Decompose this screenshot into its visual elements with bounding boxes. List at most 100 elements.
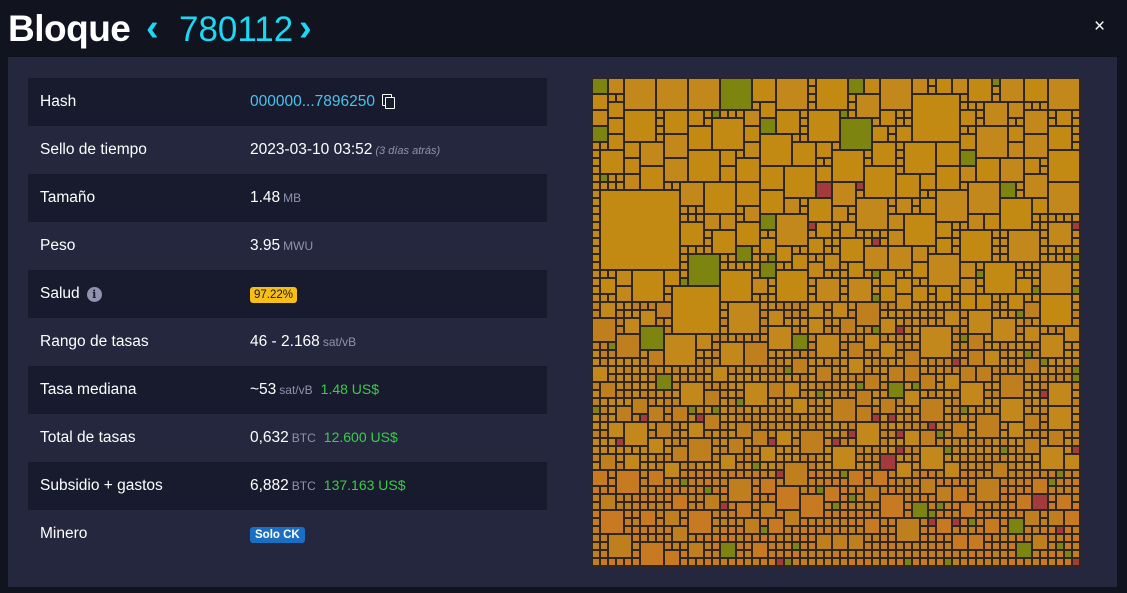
transaction-tile[interactable] (713, 111, 719, 117)
transaction-tile[interactable] (889, 215, 903, 229)
transaction-tile[interactable] (953, 535, 967, 549)
transaction-tile[interactable] (913, 343, 919, 349)
transaction-tile[interactable] (601, 439, 607, 445)
transaction-tile[interactable] (1009, 231, 1039, 261)
transaction-tile[interactable] (897, 111, 903, 117)
transaction-tile[interactable] (969, 479, 975, 485)
transaction-tile[interactable] (785, 319, 791, 325)
transaction-tile[interactable] (1025, 455, 1031, 461)
transaction-tile[interactable] (865, 463, 871, 469)
transaction-tile[interactable] (649, 431, 655, 437)
transaction-tile[interactable] (769, 383, 783, 397)
transaction-tile[interactable] (961, 439, 967, 445)
transaction-tile[interactable] (1073, 279, 1079, 285)
transaction-tile[interactable] (1025, 527, 1031, 533)
transaction-tile[interactable] (921, 495, 927, 501)
transaction-tile[interactable] (705, 407, 711, 413)
transaction-tile[interactable] (889, 471, 895, 477)
transaction-tile[interactable] (761, 527, 767, 533)
transaction-tile[interactable] (705, 535, 711, 541)
transaction-tile[interactable] (905, 511, 911, 517)
transaction-tile[interactable] (793, 415, 799, 421)
transaction-tile[interactable] (897, 407, 903, 413)
transaction-tile[interactable] (1001, 431, 1007, 437)
transaction-tile[interactable] (641, 527, 647, 533)
transaction-tile[interactable] (849, 391, 855, 397)
transaction-tile[interactable] (905, 351, 919, 365)
transaction-tile[interactable] (737, 183, 759, 205)
transaction-tile[interactable] (969, 495, 975, 501)
transaction-tile[interactable] (761, 319, 767, 325)
transaction-tile[interactable] (929, 255, 959, 285)
transaction-tile[interactable] (1073, 263, 1079, 269)
transaction-tile[interactable] (801, 207, 807, 213)
transaction-tile[interactable] (761, 167, 783, 189)
transaction-tile[interactable] (593, 199, 599, 205)
transaction-tile[interactable] (1025, 271, 1031, 277)
transaction-tile[interactable] (1073, 399, 1079, 405)
transaction-tile[interactable] (737, 519, 743, 525)
transaction-tile[interactable] (897, 143, 903, 149)
transaction-tile[interactable] (737, 559, 743, 565)
transaction-tile[interactable] (1057, 487, 1063, 493)
transaction-tile[interactable] (761, 415, 767, 421)
transaction-tile[interactable] (721, 471, 727, 477)
transaction-tile[interactable] (793, 455, 799, 461)
transaction-tile[interactable] (977, 127, 1007, 157)
transaction-tile[interactable] (825, 415, 831, 421)
transaction-tile[interactable] (745, 535, 751, 541)
transaction-tile[interactable] (761, 495, 767, 501)
transaction-tile[interactable] (1001, 511, 1007, 517)
transaction-tile[interactable] (825, 359, 831, 365)
transaction-tile[interactable] (817, 383, 823, 389)
transaction-tile[interactable] (737, 263, 743, 269)
transaction-tile[interactable] (817, 183, 831, 197)
transaction-tile[interactable] (681, 471, 687, 477)
transaction-tile[interactable] (977, 511, 983, 517)
transaction-tile[interactable] (601, 551, 607, 557)
transaction-tile[interactable] (993, 399, 999, 405)
transaction-tile[interactable] (1049, 247, 1055, 253)
transaction-tile[interactable] (1009, 119, 1015, 125)
transaction-tile[interactable] (993, 343, 999, 349)
transaction-tile[interactable] (673, 287, 719, 333)
transaction-tile[interactable] (809, 223, 815, 229)
transaction-tile[interactable] (1049, 471, 1055, 477)
transaction-tile[interactable] (713, 343, 719, 349)
transaction-tile[interactable] (1057, 535, 1063, 541)
transaction-tile[interactable] (881, 319, 895, 333)
transaction-tile[interactable] (833, 431, 839, 437)
transaction-tile[interactable] (961, 559, 967, 565)
transaction-tile[interactable] (721, 535, 727, 541)
transaction-tile[interactable] (833, 447, 855, 469)
transaction-tile[interactable] (601, 407, 607, 413)
transaction-tile[interactable] (777, 431, 791, 445)
transaction-tile[interactable] (625, 111, 655, 141)
transaction-tile[interactable] (1041, 415, 1047, 421)
transaction-tile[interactable] (913, 95, 959, 141)
transaction-tile[interactable] (633, 359, 639, 365)
transaction-tile[interactable] (593, 175, 599, 181)
transaction-tile[interactable] (625, 447, 631, 453)
transaction-tile[interactable] (809, 375, 815, 381)
transaction-tile[interactable] (593, 391, 599, 397)
transaction-tile[interactable] (881, 239, 887, 245)
transaction-tile[interactable] (641, 375, 647, 381)
transaction-tile[interactable] (705, 119, 711, 125)
transaction-tile[interactable] (1041, 527, 1047, 533)
transaction-tile[interactable] (881, 383, 887, 389)
transaction-tile[interactable] (985, 383, 991, 389)
transaction-tile[interactable] (721, 327, 727, 333)
transaction-tile[interactable] (881, 559, 887, 565)
transaction-tile[interactable] (753, 279, 767, 293)
transaction-tile[interactable] (1025, 463, 1031, 469)
transaction-tile[interactable] (977, 279, 983, 285)
transaction-tile[interactable] (1065, 351, 1071, 357)
transaction-tile[interactable] (769, 495, 775, 501)
transaction-tile[interactable] (841, 343, 847, 349)
transaction-tile[interactable] (593, 263, 599, 269)
transaction-tile[interactable] (1065, 359, 1071, 365)
transaction-tile[interactable] (1033, 271, 1039, 277)
transaction-tile[interactable] (881, 375, 887, 381)
transaction-tile[interactable] (769, 415, 775, 421)
